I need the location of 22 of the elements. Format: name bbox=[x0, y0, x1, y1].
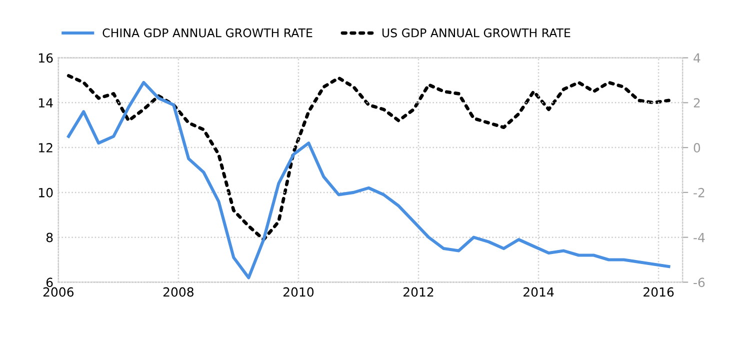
x-tick-label: 2008 bbox=[163, 287, 194, 297]
y-tick-label: 10 bbox=[39, 188, 53, 198]
line-series bbox=[66, 74, 670, 242]
y2-tick-label: 4 bbox=[694, 53, 700, 63]
y-tick-label: 12 bbox=[39, 143, 52, 152]
y-tick-label: 6 bbox=[46, 278, 53, 288]
y2-tick-label: -6 bbox=[694, 278, 705, 288]
line-series bbox=[67, 80, 670, 280]
x-tick-label: 2010 bbox=[283, 287, 314, 297]
legend-label: CHINA GDP ANNUAL GROWTH RATE bbox=[102, 28, 312, 38]
y-tick-label: 8 bbox=[46, 232, 53, 242]
y2-tick-label: 0 bbox=[694, 143, 700, 152]
x-tick-label: 2016 bbox=[644, 287, 674, 297]
y2-tick-label: -4 bbox=[694, 232, 705, 242]
y-tick-label: 14 bbox=[39, 98, 53, 108]
x-tick-label: 2012 bbox=[403, 287, 434, 297]
legend-label: US GDP ANNUAL GROWTH RATE bbox=[382, 28, 570, 38]
y2-tick-label: -2 bbox=[694, 188, 704, 198]
x-tick-label: 2014 bbox=[524, 287, 554, 297]
x-tick-label: 2006 bbox=[43, 287, 74, 297]
y2-tick-label: 2 bbox=[694, 98, 700, 108]
y-tick-label: 16 bbox=[39, 53, 53, 63]
